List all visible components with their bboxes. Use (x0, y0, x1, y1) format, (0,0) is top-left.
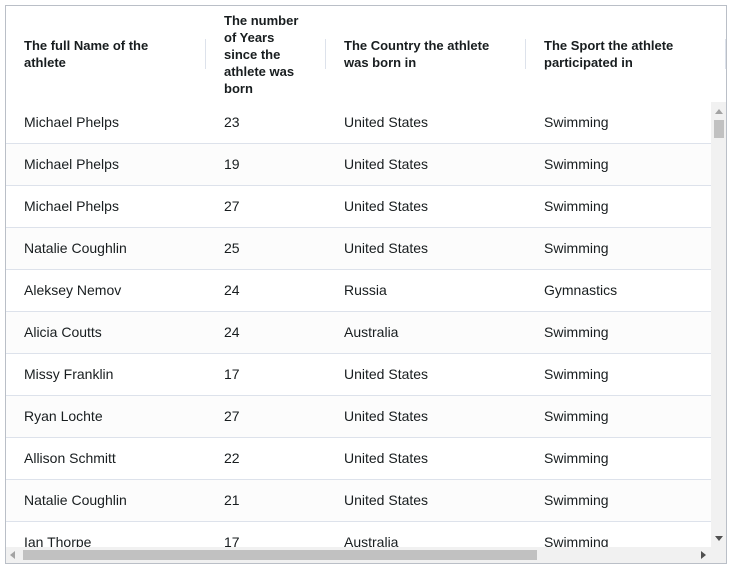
table-cell: United States (344, 198, 429, 214)
data-grid: The full Name of the athlete The number o… (5, 5, 727, 564)
table-cell: Australia (344, 534, 399, 547)
table-cell: Swimming (544, 114, 609, 130)
horizontal-scrollbar[interactable] (6, 547, 726, 563)
column-separator (205, 39, 206, 69)
table-cell: Michael Phelps (24, 156, 119, 172)
table-cell: Michael Phelps (24, 198, 119, 214)
table-cell: Allison Schmitt (24, 450, 116, 466)
table-cell: Missy Franklin (24, 366, 114, 382)
table-row: Allison Schmitt 22 United States Swimming (6, 438, 711, 480)
table-cell: Natalie Coughlin (24, 240, 127, 256)
table-row: Ian Thorpe 17 Australia Swimming (6, 522, 711, 547)
table-cell: 17 (224, 366, 240, 382)
column-header[interactable]: The Sport the athlete participated in (544, 38, 674, 70)
column-separator (325, 39, 326, 69)
vertical-scrollbar[interactable] (711, 102, 726, 547)
table-cell: Natalie Coughlin (24, 492, 127, 508)
table-cell: Swimming (544, 366, 609, 382)
table-cell: Michael Phelps (24, 114, 119, 130)
table-cell: 25 (224, 240, 240, 256)
table-cell: United States (344, 114, 429, 130)
table-row: Michael Phelps 19 United States Swimming (6, 144, 711, 186)
table-row: Alicia Coutts 24 Australia Swimming (6, 312, 711, 354)
table-cell: Swimming (544, 198, 609, 214)
table-row: Aleksey Nemov 24 Russia Gymnastics (6, 270, 711, 312)
column-header[interactable]: The full Name of the athlete (24, 38, 149, 70)
table-cell: Swimming (544, 156, 609, 172)
table-cell: Swimming (544, 408, 609, 424)
table-cell: 19 (224, 156, 240, 172)
scroll-down-arrow[interactable] (715, 536, 723, 541)
table-cell: Russia (344, 282, 387, 298)
table-cell: 27 (224, 198, 240, 214)
table-cell: Gymnastics (544, 282, 618, 298)
table-cell: United States (344, 366, 429, 382)
scroll-thumb[interactable] (714, 120, 724, 138)
table-cell: Ian Thorpe (24, 534, 92, 547)
table-row: Ryan Lochte 27 United States Swimming (6, 396, 711, 438)
table-cell: Australia (344, 324, 399, 340)
table-cell: 22 (224, 450, 240, 466)
column-separator (725, 39, 726, 69)
table-row: Michael Phelps 23 United States Swimming (6, 102, 711, 144)
table-cell: Ryan Lochte (24, 408, 103, 424)
grid-body: Michael Phelps 23 United States Swimming Mic… (6, 102, 711, 547)
grid-header: The full Name of the athlete The number o… (6, 6, 726, 103)
table-cell: United States (344, 450, 429, 466)
table-cell: 24 (224, 282, 240, 298)
table-cell: United States (344, 408, 429, 424)
table-cell: 24 (224, 324, 240, 340)
table-row: Natalie Coughlin 25 United States Swimming (6, 228, 711, 270)
table-cell: United States (344, 492, 429, 508)
scrollbar-graphic (10, 550, 706, 560)
table-row: Michael Phelps 27 United States Swimming (6, 186, 711, 228)
table-cell: Aleksey Nemov (24, 282, 122, 298)
table-cell: 21 (224, 492, 240, 508)
table-row: Natalie Coughlin 21 United States Swimming (6, 480, 711, 522)
column-separator (525, 39, 526, 69)
column-header[interactable]: The Country the athlete was born in (344, 38, 490, 70)
scroll-thumb[interactable] (23, 550, 537, 560)
table-cell: Swimming (544, 492, 609, 508)
table-cell: 27 (224, 408, 240, 424)
table-row: Missy Franklin 17 United States Swimming (6, 354, 711, 396)
table-cell: Swimming (544, 324, 609, 340)
table-cell: Alicia Coutts (24, 324, 102, 340)
table-cell: 23 (224, 114, 240, 130)
scroll-up-arrow[interactable] (715, 109, 723, 114)
scrollbar-graphic (714, 109, 724, 541)
table-cell: Swimming (544, 240, 609, 256)
table-cell: 17 (224, 534, 240, 547)
table-cell: Swimming (544, 450, 609, 466)
table-cell: Swimming (544, 534, 609, 547)
scroll-right-arrow[interactable] (701, 551, 706, 559)
table-cell: United States (344, 156, 429, 172)
column-header[interactable]: The number of Years since the athlete wa… (224, 12, 299, 96)
table-cell: United States (344, 240, 429, 256)
scroll-left-arrow[interactable] (10, 551, 15, 559)
